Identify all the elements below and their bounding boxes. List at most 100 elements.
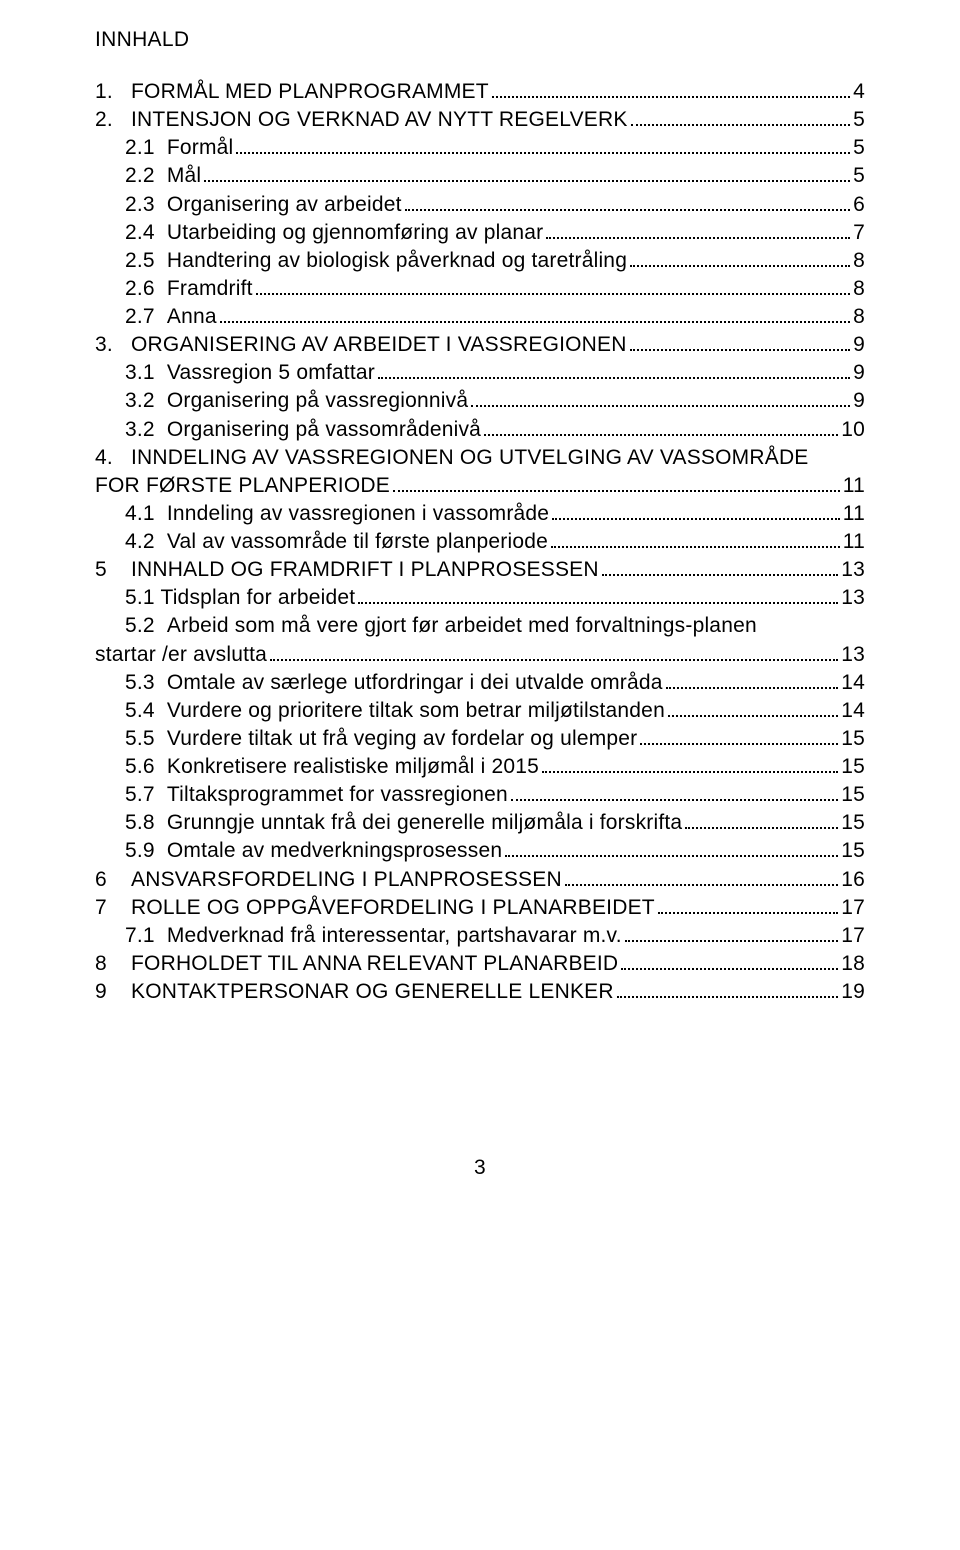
toc-entry-page: 13: [841, 641, 865, 669]
toc-entry-page: 15: [841, 809, 865, 837]
toc-entry-label: 5.2 Arbeid som må vere gjort før arbeide…: [125, 612, 757, 640]
toc-entry-page: 5: [853, 162, 865, 190]
toc-leader-dots: [542, 757, 838, 773]
toc-entry-label: 5.4 Vurdere og prioritere tiltak som bet…: [125, 697, 665, 725]
toc-entry-label: 5.5 Vurdere tiltak ut frå veging av ford…: [125, 725, 637, 753]
toc-leader-dots: [621, 954, 838, 970]
toc-leader-dots: [630, 335, 851, 351]
toc-entry-label: 2.6 Framdrift: [125, 275, 253, 303]
toc-entry: 2. INTENSJON OG VERKNAD AV NYTT REGELVER…: [95, 106, 865, 134]
toc-entry-label: 5 INNHALD OG FRAMDRIFT I PLANPROSESSEN: [95, 556, 599, 584]
toc-entry-label: startar /er avslutta: [95, 641, 267, 669]
toc-entry-label: FOR FØRSTE PLANPERIODE: [95, 472, 390, 500]
toc-entry-page: 11: [843, 528, 865, 556]
toc-entry-label: 4.2 Val av vassområde til første planper…: [125, 528, 548, 556]
toc-entry-label: 8 FORHOLDET TIL ANNA RELEVANT PLANARBEID: [95, 950, 618, 978]
toc-entry-label: 4.1 Inndeling av vassregionen i vassområ…: [125, 500, 549, 528]
toc-entry-label: 5.9 Omtale av medverkningsprosessen: [125, 837, 502, 865]
toc-entry: 6 ANSVARSFORDELING I PLANPROSESSEN 16: [95, 866, 865, 894]
toc-entry: 5.2 Arbeid som må vere gjort før arbeide…: [95, 612, 865, 640]
toc-entry-page: 15: [841, 725, 865, 753]
toc-leader-dots: [552, 504, 840, 520]
toc-entry: 3. ORGANISERING AV ARBEIDET I VASSREGION…: [95, 331, 865, 359]
toc-entry-page: 13: [841, 584, 865, 612]
toc-leader-dots: [658, 898, 838, 914]
toc-leader-dots: [204, 167, 850, 183]
toc-entry-page: 9: [853, 331, 865, 359]
toc-entry-page: 11: [843, 500, 865, 528]
toc-entry: 4.1 Inndeling av vassregionen i vassområ…: [95, 500, 865, 528]
toc-entry-label: 3. ORGANISERING AV ARBEIDET I VASSREGION…: [95, 331, 627, 359]
toc-entry-label: 2.3 Organisering av arbeidet: [125, 191, 402, 219]
toc-leader-dots: [625, 926, 839, 942]
toc-leader-dots: [631, 110, 851, 126]
toc-entry-page: 15: [841, 781, 865, 809]
toc-leader-dots: [405, 195, 850, 211]
toc-entry-label: 5.3 Omtale av særlege utfordringar i dei…: [125, 669, 663, 697]
toc-entry-page: 13: [841, 556, 865, 584]
toc-entry: 3.2 Organisering på vassområdenivå10: [95, 416, 865, 444]
toc-entry: 7 ROLLE OG OPPGÅVEFORDELING I PLANARBEID…: [95, 894, 865, 922]
toc-leader-dots: [546, 223, 850, 239]
toc-entry-label: 7.1 Medverknad frå interessentar, partsh…: [125, 922, 622, 950]
toc-entry-page: 11: [843, 472, 865, 500]
toc-leader-dots: [220, 307, 850, 323]
toc-entry: 5.7 Tiltaksprogrammet for vassregionen 15: [95, 781, 865, 809]
toc-leader-dots: [565, 870, 838, 886]
toc-entry-label: 2.5 Handtering av biologisk påverknad og…: [125, 247, 627, 275]
toc-entry-page: 9: [853, 359, 865, 387]
toc-entry: 9 KONTAKTPERSONAR OG GENERELLE LENKER19: [95, 978, 865, 1006]
toc-heading: INNHALD: [95, 28, 865, 52]
toc-entry: 5.5 Vurdere tiltak ut frå veging av ford…: [95, 725, 865, 753]
toc-entry-page: 8: [853, 247, 865, 275]
toc-entry-label: 5.1 Tidsplan for arbeidet: [125, 584, 355, 612]
toc-entry-page: 7: [853, 219, 865, 247]
toc-entry-label: 1. FORMÅL MED PLANPROGRAMMET: [95, 78, 489, 106]
toc-leader-dots: [393, 476, 840, 492]
toc-entry-page: 15: [841, 753, 865, 781]
toc-entry: 5.4 Vurdere og prioritere tiltak som bet…: [95, 697, 865, 725]
toc-entry: 3.1 Vassregion 5 omfattar 9: [95, 359, 865, 387]
toc-leader-dots: [378, 364, 850, 380]
toc-entry-label: 5.7 Tiltaksprogrammet for vassregionen: [125, 781, 508, 809]
toc-entry-label: 3.1 Vassregion 5 omfattar: [125, 359, 375, 387]
toc-entry-page: 9: [853, 387, 865, 415]
toc-entry: 4.2 Val av vassområde til første planper…: [95, 528, 865, 556]
toc-entry-page: 4: [853, 78, 865, 106]
toc-entry-page: 14: [841, 669, 865, 697]
toc-entry-page: 17: [841, 922, 865, 950]
toc-entry-label: 2. INTENSJON OG VERKNAD AV NYTT REGELVER…: [95, 106, 628, 134]
toc-leader-dots: [551, 532, 840, 548]
toc-entry: 5.8 Grunngje unntak frå dei generelle mi…: [95, 809, 865, 837]
toc-entry-page: 16: [841, 866, 865, 894]
toc-entry: startar /er avslutta 13: [95, 641, 865, 669]
toc-entry-page: 8: [853, 275, 865, 303]
toc-entry: 1. FORMÅL MED PLANPROGRAMMET 4: [95, 78, 865, 106]
toc-entry: 2.3 Organisering av arbeidet 6: [95, 191, 865, 219]
table-of-contents: 1. FORMÅL MED PLANPROGRAMMET 4 2. INTENSJO…: [95, 78, 865, 1006]
toc-leader-dots: [471, 392, 850, 408]
toc-entry: 2.1 Formål5: [95, 134, 865, 162]
toc-entry-label: 7 ROLLE OG OPPGÅVEFORDELING I PLANARBEID…: [95, 894, 655, 922]
toc-leader-dots: [256, 279, 850, 295]
page-number: 3: [95, 1156, 865, 1180]
toc-entry-label: 2.2 Mål: [125, 162, 201, 190]
toc-entry-page: 5: [853, 134, 865, 162]
toc-leader-dots: [685, 814, 838, 830]
toc-leader-dots: [358, 589, 838, 605]
toc-entry-page: 5: [853, 106, 865, 134]
toc-leader-dots: [492, 82, 850, 98]
toc-leader-dots: [602, 560, 838, 576]
toc-entry: 5.6 Konkretisere realistiske miljømål i …: [95, 753, 865, 781]
toc-entry: 5.1 Tidsplan for arbeidet 13: [95, 584, 865, 612]
toc-entry-label: 5.8 Grunngje unntak frå dei generelle mi…: [125, 809, 682, 837]
toc-entry-page: 14: [841, 697, 865, 725]
toc-leader-dots: [668, 701, 838, 717]
toc-entry-page: 6: [853, 191, 865, 219]
toc-leader-dots: [484, 420, 838, 436]
toc-leader-dots: [511, 785, 838, 801]
toc-entry-label: 6 ANSVARSFORDELING I PLANPROSESSEN: [95, 866, 562, 894]
toc-entry: 8 FORHOLDET TIL ANNA RELEVANT PLANARBEID…: [95, 950, 865, 978]
toc-leader-dots: [617, 982, 838, 998]
toc-entry-label: 4. INNDELING AV VASSREGIONEN OG UTVELGIN…: [95, 444, 809, 472]
